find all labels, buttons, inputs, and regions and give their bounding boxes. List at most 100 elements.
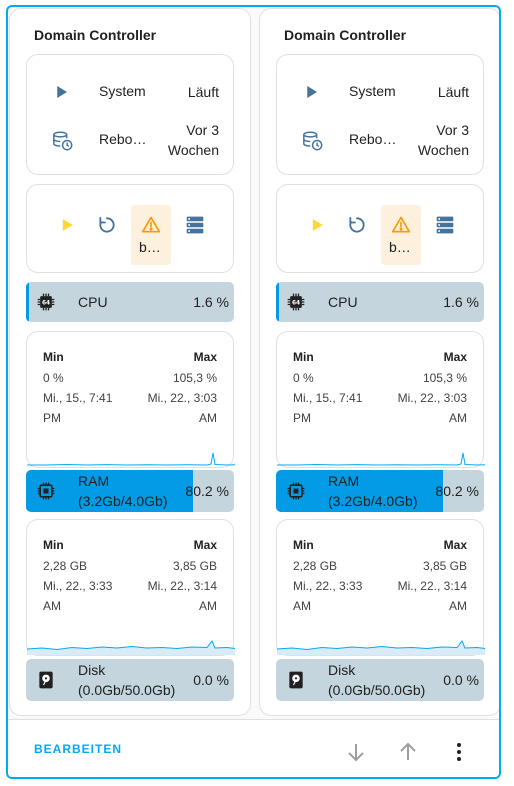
disk-label: Disk bbox=[78, 662, 106, 678]
cpu-value: 1.6 % bbox=[193, 294, 229, 310]
min-value: 2,28 GB bbox=[293, 559, 338, 573]
server-icon bbox=[185, 215, 205, 240]
max-time: Mi., 22., 3:03 bbox=[397, 391, 467, 405]
cpu-history-graph[interactable]: Min Max 0 % 105,3 % Mi., 15., 7:41 Mi., 22.… bbox=[26, 331, 235, 468]
restart-button[interactable] bbox=[87, 205, 127, 265]
ram-bar[interactable]: RAM (3.2Gb/4.0Gb) 80.2 % bbox=[26, 470, 234, 512]
min-time: Mi., 22., 3:33 bbox=[293, 579, 363, 593]
max-label: Max bbox=[193, 350, 217, 364]
cpu-accent bbox=[276, 282, 279, 322]
warning-button[interactable]: b… bbox=[381, 205, 421, 265]
cpu-history-graph[interactable]: Min Max 0 % 105,3 % Mi., 15., 7:41 Mi., 22.… bbox=[276, 331, 485, 468]
ram-sparkline bbox=[27, 640, 235, 655]
ram-value: 80.2 % bbox=[435, 483, 479, 499]
entity-state: Läuft bbox=[437, 84, 469, 100]
min-label: Min bbox=[43, 538, 64, 552]
button-label: b… bbox=[389, 239, 411, 255]
cpu-chip-icon: 64 bbox=[286, 292, 306, 317]
min-time-period: PM bbox=[293, 411, 311, 425]
max-time-period: AM bbox=[199, 599, 217, 613]
entity-row-reboot[interactable]: Rebo… Vor 3 Wochen bbox=[277, 120, 485, 162]
play-icon bbox=[57, 215, 77, 240]
min-time-period: PM bbox=[43, 411, 61, 425]
entity-state-line2: Wochen bbox=[167, 142, 219, 158]
warning-button[interactable]: b… bbox=[131, 205, 171, 265]
warning-icon bbox=[391, 215, 411, 240]
play-icon bbox=[52, 83, 70, 104]
entity-row-system[interactable]: System Läuft bbox=[277, 82, 485, 102]
disk-usage: (0.0Gb/50.0Gb) bbox=[78, 682, 176, 698]
max-time: Mi., 22., 3:14 bbox=[397, 579, 467, 593]
more-vertical-icon[interactable] bbox=[447, 740, 471, 764]
ram-usage: (3.2Gb/4.0Gb) bbox=[328, 493, 418, 509]
max-time-period: AM bbox=[199, 411, 217, 425]
min-label: Min bbox=[293, 538, 314, 552]
arrow-down-icon[interactable] bbox=[344, 740, 368, 764]
server-icon bbox=[435, 215, 455, 240]
min-time: Mi., 15., 7:41 bbox=[43, 391, 113, 405]
max-time-period: AM bbox=[449, 599, 467, 613]
memory-icon bbox=[286, 481, 306, 506]
min-time: Mi., 15., 7:41 bbox=[293, 391, 363, 405]
arrow-up-icon[interactable] bbox=[396, 740, 420, 764]
restart-icon bbox=[97, 215, 117, 240]
cpu-sparkline bbox=[27, 452, 235, 466]
entity-row-reboot[interactable]: Rebo… Vor 3 Wochen bbox=[27, 120, 235, 162]
domain-controller-card: Domain Controller System Läuft bbox=[259, 8, 499, 716]
cpu-bar[interactable]: 64 CPU 1.6 % bbox=[276, 282, 484, 322]
max-value: 105,3 % bbox=[422, 371, 467, 385]
disk-bar[interactable]: Disk (0.0Gb/50.0Gb) 0.0 % bbox=[276, 659, 484, 701]
start-button[interactable] bbox=[297, 205, 337, 265]
restart-button[interactable] bbox=[337, 205, 377, 265]
ram-label: RAM bbox=[78, 473, 110, 489]
entity-name: System bbox=[349, 83, 396, 99]
entity-name: Rebo… bbox=[349, 131, 397, 147]
entity-state: Läuft bbox=[187, 84, 219, 100]
max-value: 3,85 GB bbox=[172, 559, 217, 573]
edit-button[interactable]: BEARBEITEN bbox=[34, 742, 123, 756]
cpu-label: CPU bbox=[328, 294, 358, 310]
cpu-sparkline bbox=[277, 452, 485, 466]
cpu-accent bbox=[26, 282, 29, 322]
database-clock-icon bbox=[52, 130, 74, 155]
max-time: Mi., 22., 3:14 bbox=[147, 579, 217, 593]
play-icon bbox=[307, 215, 327, 240]
harddisk-icon bbox=[36, 670, 56, 695]
warning-icon bbox=[141, 215, 161, 240]
min-value: 2,28 GB bbox=[43, 559, 88, 573]
entity-state-line2: Wochen bbox=[417, 142, 469, 158]
start-button[interactable] bbox=[47, 205, 87, 265]
cpu-bar[interactable]: 64 CPU 1.6 % bbox=[26, 282, 234, 322]
entity-name: System bbox=[99, 83, 146, 99]
server-button[interactable] bbox=[175, 205, 215, 265]
min-time: Mi., 22., 3:33 bbox=[43, 579, 113, 593]
card-footer: BEARBEITEN bbox=[8, 719, 499, 777]
disk-label: Disk bbox=[328, 662, 356, 678]
ram-bar[interactable]: RAM (3.2Gb/4.0Gb) 80.2 % bbox=[276, 470, 484, 512]
ram-usage: (3.2Gb/4.0Gb) bbox=[78, 493, 168, 509]
max-time: Mi., 22., 3:03 bbox=[147, 391, 217, 405]
ram-label: RAM bbox=[328, 473, 360, 489]
max-value: 105,3 % bbox=[172, 371, 217, 385]
disk-usage: (0.0Gb/50.0Gb) bbox=[328, 682, 426, 698]
min-time-period: AM bbox=[43, 599, 61, 613]
buttons-panel: b… bbox=[276, 184, 484, 273]
entity-row-system[interactable]: System Läuft bbox=[27, 82, 235, 102]
entity-name: Rebo… bbox=[99, 131, 147, 147]
disk-value: 0.0 % bbox=[193, 672, 229, 688]
cpu-chip-icon: 64 bbox=[36, 292, 56, 317]
play-icon bbox=[302, 83, 320, 104]
ram-value: 80.2 % bbox=[185, 483, 229, 499]
ram-sparkline bbox=[277, 640, 485, 655]
entity-state-line1: Vor 3 bbox=[186, 122, 219, 138]
min-label: Min bbox=[293, 350, 314, 364]
ram-history-graph[interactable]: Min Max 2,28 GB 3,85 GB Mi., 22., 3:33 Mi.,… bbox=[26, 519, 235, 656]
dashboard-frame: Domain Controller System Läuft bbox=[6, 5, 501, 779]
ram-history-graph[interactable]: Min Max 2,28 GB 3,85 GB Mi., 22., 3:33 Mi.,… bbox=[276, 519, 485, 656]
cpu-value: 1.6 % bbox=[443, 294, 479, 310]
svg-text:64: 64 bbox=[42, 301, 50, 307]
server-button[interactable] bbox=[425, 205, 465, 265]
min-value: 0 % bbox=[293, 371, 314, 385]
domain-controller-card: Domain Controller System Läuft bbox=[9, 8, 251, 716]
disk-bar[interactable]: Disk (0.0Gb/50.0Gb) 0.0 % bbox=[26, 659, 234, 701]
